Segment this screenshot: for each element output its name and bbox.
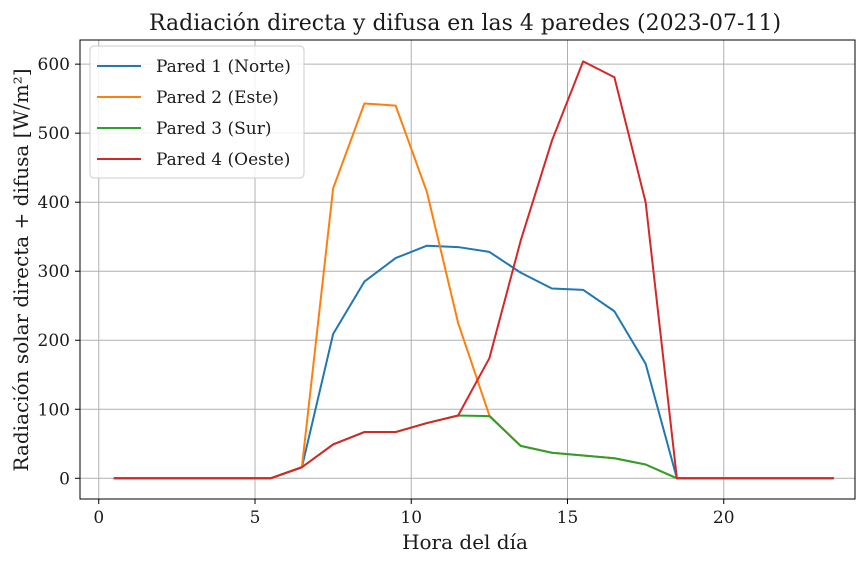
legend-box bbox=[89, 45, 305, 179]
series-line-pared-1 bbox=[113, 244, 835, 480]
chart-title: Radiación directa y difusa en las 4 pare… bbox=[149, 11, 781, 36]
x-tick-label: 10 bbox=[400, 508, 422, 528]
x-tick-label: 5 bbox=[250, 508, 261, 528]
x-tick-label: 20 bbox=[713, 508, 735, 528]
legend-label-pared-3: Pared 3 (Sur) bbox=[156, 119, 272, 139]
y-tick-label: 200 bbox=[38, 331, 70, 351]
y-tick-label: 0 bbox=[59, 469, 70, 489]
y-tick-label: 500 bbox=[38, 124, 70, 144]
legend-label-pared-1: Pared 1 (Norte) bbox=[156, 57, 291, 77]
y-tick-label: 300 bbox=[38, 262, 70, 282]
plot-frame bbox=[79, 39, 856, 500]
series-line-pared-4 bbox=[113, 60, 835, 480]
y-tick-label: 600 bbox=[38, 55, 70, 75]
legend: Pared 1 (Norte) Pared 2 (Este) Pared 3 (Su… bbox=[89, 45, 305, 179]
legend-label-pared-2: Pared 2 (Este) bbox=[156, 88, 279, 108]
x-tick-label: 0 bbox=[93, 508, 104, 528]
series-line-pared-3 bbox=[113, 414, 835, 480]
x-tick-label: 15 bbox=[557, 508, 579, 528]
y-tick-label: 100 bbox=[38, 400, 70, 420]
y-axis-label: Radiación solar directa + difusa [W/m²] bbox=[9, 68, 33, 471]
x-axis-label: Hora del día bbox=[402, 530, 528, 554]
y-tick-label: 400 bbox=[38, 193, 70, 213]
series-lines bbox=[113, 60, 835, 480]
legend-label-pared-4: Pared 4 (Oeste) bbox=[156, 150, 290, 170]
